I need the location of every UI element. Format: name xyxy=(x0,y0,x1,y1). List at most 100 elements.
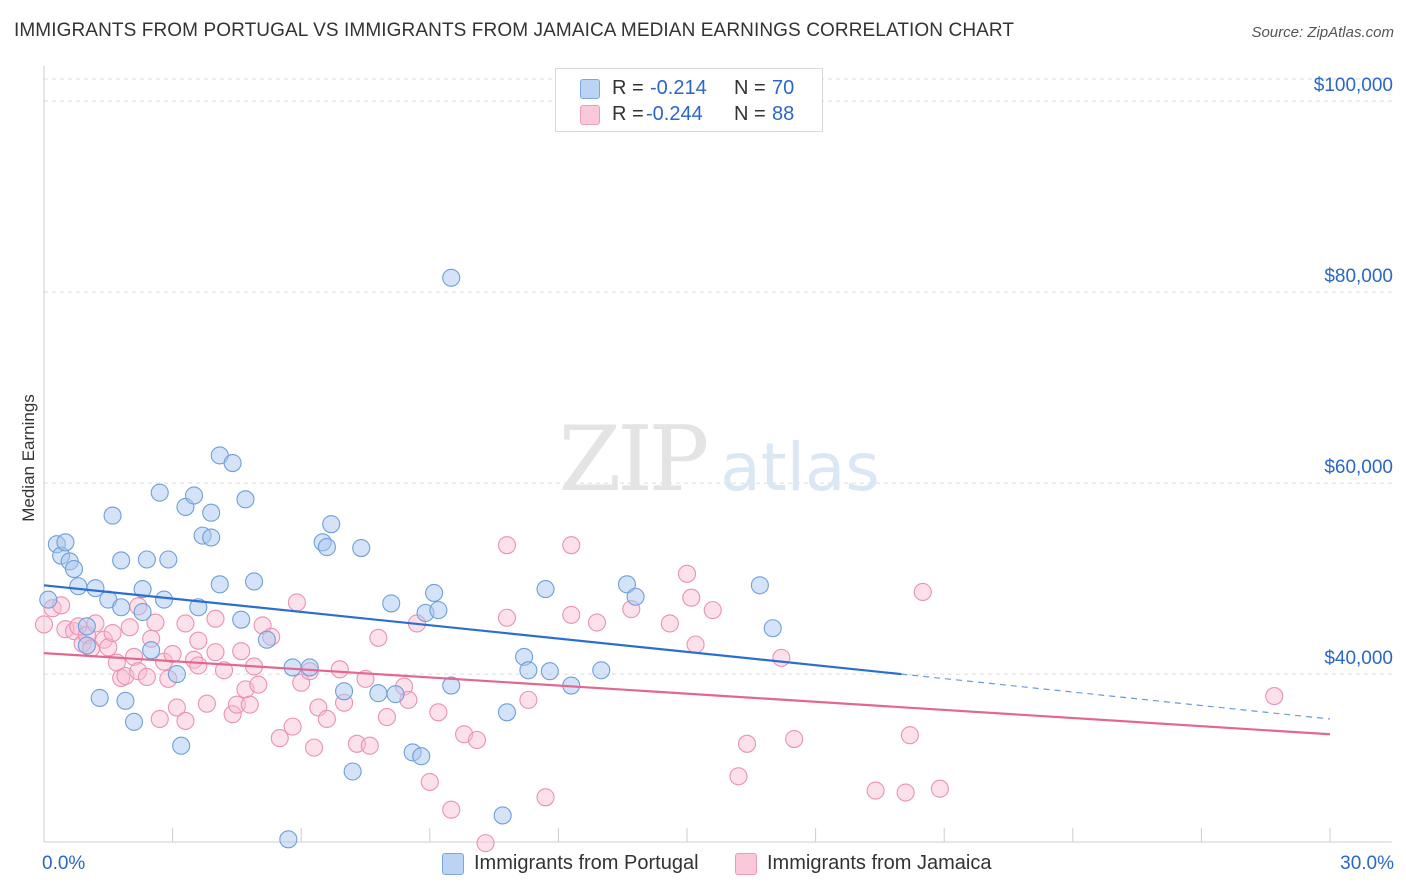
jamaica-point xyxy=(772,648,791,667)
portugal-trend-extension xyxy=(901,673,1331,720)
jamaica-point xyxy=(103,623,122,643)
jamaica-point xyxy=(163,644,182,664)
portugal-point xyxy=(210,575,229,594)
jamaica-point xyxy=(317,709,336,729)
portugal-point xyxy=(300,658,319,677)
portugal-point xyxy=(536,580,555,599)
jamaica-point xyxy=(429,703,448,722)
portugal-point xyxy=(90,688,109,708)
portugal-point xyxy=(442,268,461,287)
portugal-point xyxy=(617,575,637,594)
jamaica-n-value: 88 xyxy=(772,103,795,125)
jamaica-point xyxy=(249,675,268,694)
portugal-point xyxy=(236,490,255,509)
jamaica-point xyxy=(360,736,379,755)
y-tick-label: $100,000 xyxy=(1314,75,1393,96)
jamaica-point xyxy=(442,800,461,819)
portugal-point xyxy=(154,590,174,609)
portugal-point xyxy=(519,661,538,680)
portugal-point xyxy=(69,577,88,596)
jamaica-point xyxy=(467,730,487,750)
jamaica-point xyxy=(206,643,225,662)
portugal-point xyxy=(103,506,122,525)
portugal-point xyxy=(133,602,152,622)
portugal-point xyxy=(77,617,96,636)
jamaica-point xyxy=(562,605,581,624)
jamaica-point xyxy=(167,698,186,717)
jamaica-point xyxy=(476,834,495,853)
jamaica-point xyxy=(176,614,195,633)
jamaica-point xyxy=(189,656,208,675)
jamaica-point xyxy=(227,695,246,714)
jamaica-point xyxy=(536,788,555,807)
jamaica-r-label: R = xyxy=(612,103,644,125)
portugal-point xyxy=(343,762,362,781)
jamaica-point xyxy=(737,734,757,753)
jamaica-point xyxy=(930,779,949,798)
portugal-point xyxy=(386,685,405,704)
jamaica-point xyxy=(305,738,324,757)
jamaica-point xyxy=(240,695,259,714)
jamaica-point xyxy=(176,711,195,730)
jamaica-point xyxy=(232,642,251,661)
jamaica-point xyxy=(682,588,701,607)
jamaica-point xyxy=(124,647,144,666)
portugal-r-label: R = xyxy=(612,77,644,99)
jamaica-point xyxy=(150,709,169,729)
portugal-point xyxy=(425,583,444,602)
jamaica-point xyxy=(587,613,607,632)
portugal-point xyxy=(223,453,242,473)
series-portugal-points xyxy=(39,268,782,849)
portugal-point xyxy=(763,619,782,638)
portugal-trend-line xyxy=(43,584,902,676)
jamaica-point xyxy=(99,638,118,657)
portugal-point xyxy=(86,579,105,598)
portugal-point xyxy=(750,576,769,595)
bottom-jamaica-swatch xyxy=(735,853,757,875)
portugal-point xyxy=(56,533,75,552)
jamaica-point xyxy=(287,593,306,612)
portugal-point xyxy=(626,587,645,606)
portugal-point xyxy=(172,736,191,755)
jamaica-point xyxy=(660,614,679,633)
jamaica-point xyxy=(703,601,722,620)
portugal-point xyxy=(493,806,512,825)
jamaica-point xyxy=(562,536,581,555)
portugal-r-value: -0.214 xyxy=(650,77,707,99)
jamaica-point xyxy=(729,767,748,786)
portugal-point xyxy=(189,598,208,617)
portugal-point xyxy=(167,665,186,684)
portugal-point xyxy=(382,594,401,613)
watermark: ZIP atlas xyxy=(559,407,880,512)
portugal-point xyxy=(159,550,178,569)
bottom-jamaica-label: Immigrants from Jamaica xyxy=(767,852,992,874)
jamaica-point xyxy=(497,536,517,555)
jamaica-point xyxy=(785,729,804,749)
portugal-point xyxy=(322,515,341,534)
jamaica-point xyxy=(214,661,234,680)
jamaica-point xyxy=(120,618,139,637)
jamaica-point xyxy=(137,667,156,687)
bottom-portugal-swatch xyxy=(442,853,464,875)
portugal-point xyxy=(369,684,388,703)
portugal-point xyxy=(150,483,169,502)
portugal-point xyxy=(497,703,517,722)
portugal-point xyxy=(317,538,336,557)
jamaica-point xyxy=(189,631,208,650)
portugal-point xyxy=(64,559,84,579)
y-tick-label: $40,000 xyxy=(1324,648,1393,669)
portugal-point xyxy=(592,661,611,680)
portugal-point xyxy=(124,712,144,731)
portugal-point xyxy=(232,610,251,629)
portugal-point xyxy=(39,590,58,609)
portugal-point xyxy=(429,601,448,620)
portugal-point xyxy=(142,641,161,660)
jamaica-point xyxy=(900,726,919,745)
jamaica-point xyxy=(497,608,517,627)
jamaica-swatch xyxy=(580,105,600,125)
portugal-point xyxy=(412,747,431,766)
x-tick-label-max: 30.0% xyxy=(1340,853,1394,874)
jamaica-point xyxy=(197,694,216,713)
watermark-zip: ZIP xyxy=(559,407,707,512)
jamaica-point xyxy=(519,690,538,709)
